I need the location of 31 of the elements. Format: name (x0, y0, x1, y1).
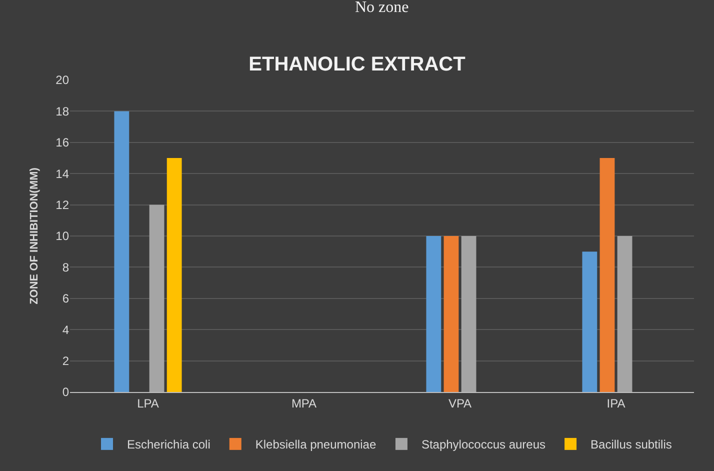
y-tick-label: 8 (62, 260, 70, 274)
y-tick-label: 2 (62, 354, 70, 368)
bar (617, 236, 632, 392)
legend-label: Escherichia coli (127, 438, 210, 452)
bar (444, 236, 459, 392)
bar (461, 236, 476, 392)
y-tick-label: 18 (56, 104, 70, 118)
x-tick-label: MPA (291, 396, 317, 410)
legend-label: Bacillus subtilis (590, 438, 672, 452)
chart-title: ETHANOLIC EXTRACT (248, 54, 466, 76)
y-tick-label: 0 (62, 385, 70, 400)
text: No zone (355, 0, 409, 16)
y-tick-label: 16 (56, 136, 70, 150)
bar (166, 158, 182, 392)
y-tick-label: 20 (56, 73, 70, 88)
y-axis-title: ZONE OF INHIBITION(MM) (28, 167, 40, 304)
x-tick-label: IPA (606, 396, 626, 410)
y-tick-label: 10 (56, 229, 70, 244)
legend-label: Klebsiella pneumoniae (255, 438, 376, 452)
y-tick-label: 6 (62, 292, 70, 306)
bar (600, 158, 615, 392)
bar (582, 252, 598, 392)
bar (149, 204, 164, 392)
y-tick-label: 14 (56, 166, 70, 181)
y-tick-label: 12 (56, 198, 70, 212)
x-tick-label: LPA (137, 396, 159, 410)
x-tick-label: VPA (448, 396, 472, 410)
bar (426, 236, 442, 392)
y-tick-label: 4 (62, 322, 70, 337)
legend-label: Staphylococcus aureus (421, 438, 546, 452)
bar (114, 111, 130, 392)
